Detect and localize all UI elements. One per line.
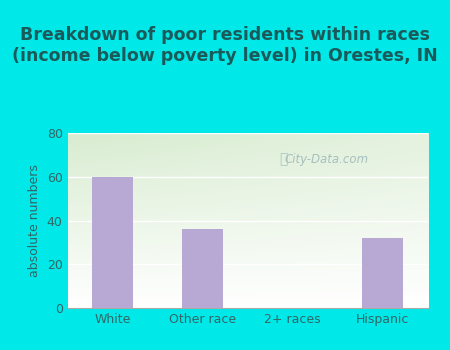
Y-axis label: absolute numbers: absolute numbers xyxy=(28,164,41,277)
Bar xyxy=(92,177,133,308)
Text: City-Data.com: City-Data.com xyxy=(285,153,369,166)
Text: Breakdown of poor residents within races
(income below poverty level) in Orestes: Breakdown of poor residents within races… xyxy=(12,26,438,65)
Text: ⦾: ⦾ xyxy=(279,152,288,166)
Bar xyxy=(182,229,223,308)
Bar xyxy=(362,238,403,308)
